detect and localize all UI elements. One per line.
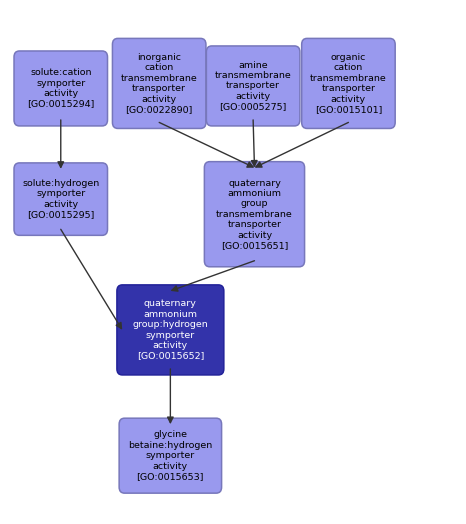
FancyBboxPatch shape [119, 418, 222, 493]
Text: quaternary
ammonium
group:hydrogen
symporter
activity
[GO:0015652]: quaternary ammonium group:hydrogen sympo… [132, 299, 208, 361]
FancyBboxPatch shape [302, 38, 395, 128]
FancyBboxPatch shape [14, 51, 108, 126]
FancyBboxPatch shape [112, 38, 206, 128]
FancyBboxPatch shape [117, 285, 224, 375]
Text: glycine
betaine:hydrogen
symporter
activity
[GO:0015653]: glycine betaine:hydrogen symporter activ… [128, 430, 212, 481]
Text: inorganic
cation
transmembrane
transporter
activity
[GO:0022890]: inorganic cation transmembrane transport… [121, 53, 198, 114]
Text: quaternary
ammonium
group
transmembrane
transporter
activity
[GO:0015651]: quaternary ammonium group transmembrane … [216, 179, 293, 250]
Text: amine
transmembrane
transporter
activity
[GO:0005275]: amine transmembrane transporter activity… [215, 61, 292, 111]
FancyBboxPatch shape [205, 161, 305, 267]
FancyBboxPatch shape [206, 46, 300, 126]
Text: organic
cation
transmembrane
transporter
activity
[GO:0015101]: organic cation transmembrane transporter… [310, 53, 387, 114]
Text: solute:hydrogen
symporter
activity
[GO:0015295]: solute:hydrogen symporter activity [GO:0… [22, 179, 99, 219]
FancyBboxPatch shape [14, 163, 108, 235]
Text: solute:cation
symporter
activity
[GO:0015294]: solute:cation symporter activity [GO:001… [27, 68, 95, 108]
